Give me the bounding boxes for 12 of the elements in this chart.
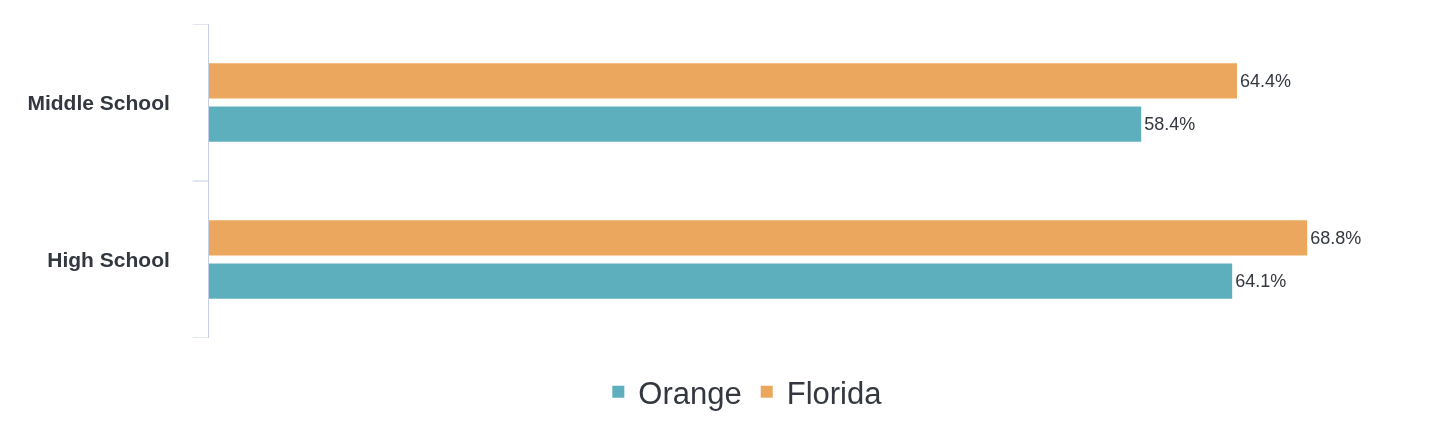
legend-label: Orange: [638, 375, 742, 411]
data-label: 64.1%: [1235, 271, 1287, 292]
bar: [209, 63, 1237, 99]
bar: [209, 220, 1308, 256]
legend-label: Florida: [786, 375, 883, 411]
bar: [209, 106, 1142, 142]
data-label: 58.4%: [1144, 114, 1196, 135]
y-tick-label: Middle School: [27, 90, 170, 114]
data-label: 68.8%: [1310, 227, 1362, 248]
y-tick-label: High School: [47, 247, 170, 271]
data-label: 64.4%: [1239, 70, 1292, 91]
bar: [209, 263, 1233, 299]
